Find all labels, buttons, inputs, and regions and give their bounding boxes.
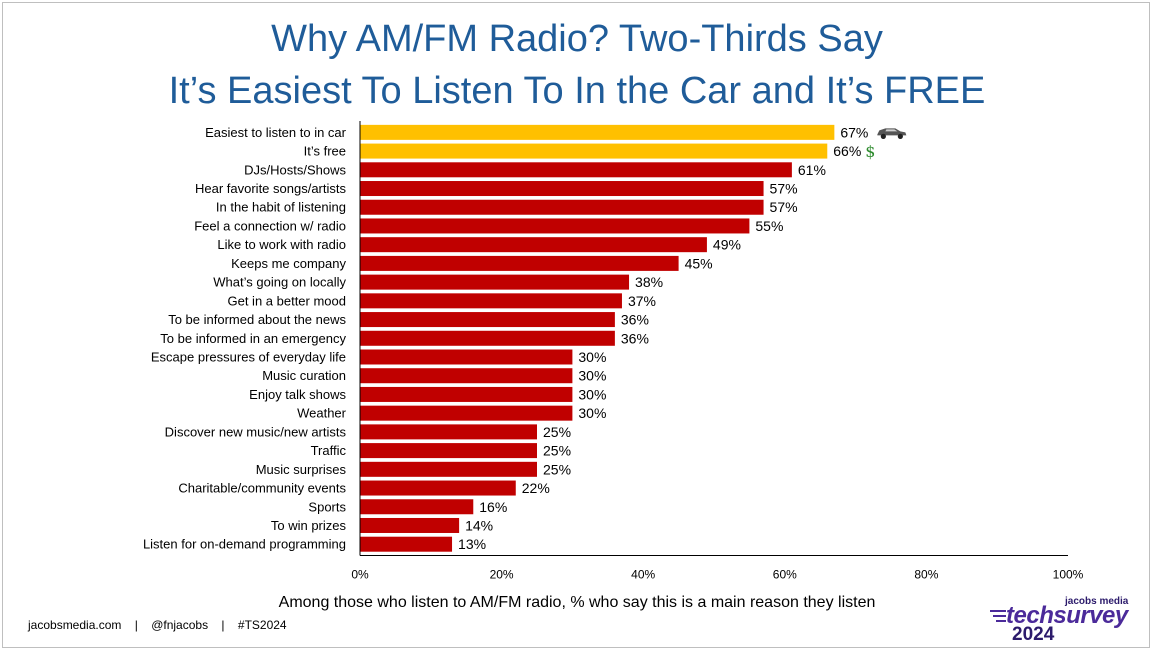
- category-label: Music surprises: [256, 462, 347, 477]
- x-tick-label: 40%: [631, 568, 655, 582]
- category-label: Charitable/community events: [178, 481, 346, 496]
- category-label: Feel a connection w/ radio: [194, 218, 346, 233]
- bar: [360, 255, 679, 271]
- category-label: To be informed about the news: [168, 312, 346, 327]
- data-label: 61%: [798, 162, 826, 178]
- data-label: 30%: [578, 405, 606, 421]
- footer-hashtag: #TS2024: [237, 618, 287, 632]
- category-label: Traffic: [311, 443, 347, 458]
- bar: [360, 143, 828, 159]
- category-label: Keeps me company: [231, 256, 346, 271]
- data-label: 30%: [578, 349, 606, 365]
- bar: [360, 162, 792, 178]
- x-tick-label: 60%: [773, 568, 797, 582]
- chart-title-line-2: It’s Easiest To Listen To In the Car and…: [168, 70, 986, 112]
- category-label: Discover new music/new artists: [165, 424, 347, 439]
- logo-brand-main: techsurvey: [1006, 602, 1128, 629]
- data-label: 25%: [543, 443, 571, 459]
- bar: [360, 312, 615, 328]
- bar: [360, 181, 764, 197]
- category-label: Music curation: [262, 368, 346, 383]
- bar: [360, 499, 474, 515]
- bar: [360, 443, 537, 459]
- category-label: To be informed in an emergency: [160, 331, 346, 346]
- bar: [360, 199, 764, 215]
- data-label: 37%: [628, 293, 656, 309]
- footer-separator: |: [221, 618, 225, 632]
- bar: [360, 218, 750, 234]
- bar: [360, 368, 573, 384]
- data-label: 36%: [621, 330, 649, 346]
- category-label: In the habit of listening: [216, 200, 346, 215]
- chart-subtitle: Among those who listen to AM/FM radio, %…: [278, 594, 876, 611]
- category-label: To win prizes: [271, 518, 347, 533]
- footer-handle: @fnjacobs: [151, 618, 209, 632]
- data-label: 49%: [713, 237, 741, 253]
- category-label: DJs/Hosts/Shows: [244, 162, 346, 177]
- bar: [360, 124, 835, 140]
- car-icon: [877, 128, 907, 139]
- category-label: Sports: [308, 499, 346, 514]
- data-label: 16%: [479, 499, 507, 515]
- data-label: 30%: [578, 368, 606, 384]
- x-tick-label: 100%: [1053, 568, 1084, 582]
- x-tick-label: 80%: [914, 568, 938, 582]
- logo-brand-small: jacobs media: [1065, 596, 1129, 607]
- bar: [360, 274, 630, 290]
- footer: jacobsmedia.com | @fnjacobs | #TS2024: [28, 618, 287, 632]
- data-label: 36%: [621, 312, 649, 328]
- category-label: Hear favorite songs/artists: [195, 181, 347, 196]
- category-label: What’s going on locally: [213, 275, 346, 290]
- data-label: 30%: [578, 386, 606, 402]
- data-label: 67%: [840, 124, 868, 140]
- bar: [360, 405, 573, 421]
- bar: [360, 517, 460, 533]
- dollar-icon: $: [865, 142, 875, 161]
- techsurvey-logo: jacobs media techsurvey 2024: [990, 596, 1140, 646]
- data-label: 45%: [685, 255, 713, 271]
- category-label: Listen for on-demand programming: [143, 537, 346, 552]
- bar: [360, 461, 537, 477]
- data-label: 22%: [522, 480, 550, 496]
- category-label: Like to work with radio: [217, 237, 346, 252]
- bar: [360, 237, 707, 253]
- bar: [360, 386, 573, 402]
- category-label: Easiest to listen to in car: [205, 125, 347, 140]
- bar: [360, 536, 453, 552]
- data-label: 14%: [465, 517, 493, 533]
- bar: [360, 480, 516, 496]
- data-label: 66%: [833, 143, 861, 159]
- chart-title-line-1: Why AM/FM Radio? Two-Thirds Say: [271, 18, 883, 60]
- footer-separator: |: [134, 618, 138, 632]
- x-tick-label: 20%: [490, 568, 514, 582]
- category-label: Weather: [297, 406, 347, 421]
- category-label: Escape pressures of everyday life: [151, 350, 346, 365]
- category-label: Enjoy talk shows: [249, 387, 346, 402]
- data-label: 25%: [543, 461, 571, 477]
- logo-stripes-icon: [990, 610, 1006, 622]
- data-label: 38%: [635, 274, 663, 290]
- footer-site: jacobsmedia.com: [28, 618, 122, 632]
- data-label: 25%: [543, 424, 571, 440]
- bar: [360, 349, 573, 365]
- category-label: It’s free: [304, 144, 346, 159]
- category-label: Get in a better mood: [227, 293, 346, 308]
- x-tick-label: 0%: [351, 568, 369, 582]
- bar: [360, 293, 622, 309]
- data-label: 57%: [770, 199, 798, 215]
- bar: [360, 424, 537, 440]
- data-label: 57%: [770, 181, 798, 197]
- data-label: 13%: [458, 536, 486, 552]
- bar: [360, 330, 615, 346]
- data-label: 55%: [755, 218, 783, 234]
- logo-year: 2024: [1012, 624, 1055, 645]
